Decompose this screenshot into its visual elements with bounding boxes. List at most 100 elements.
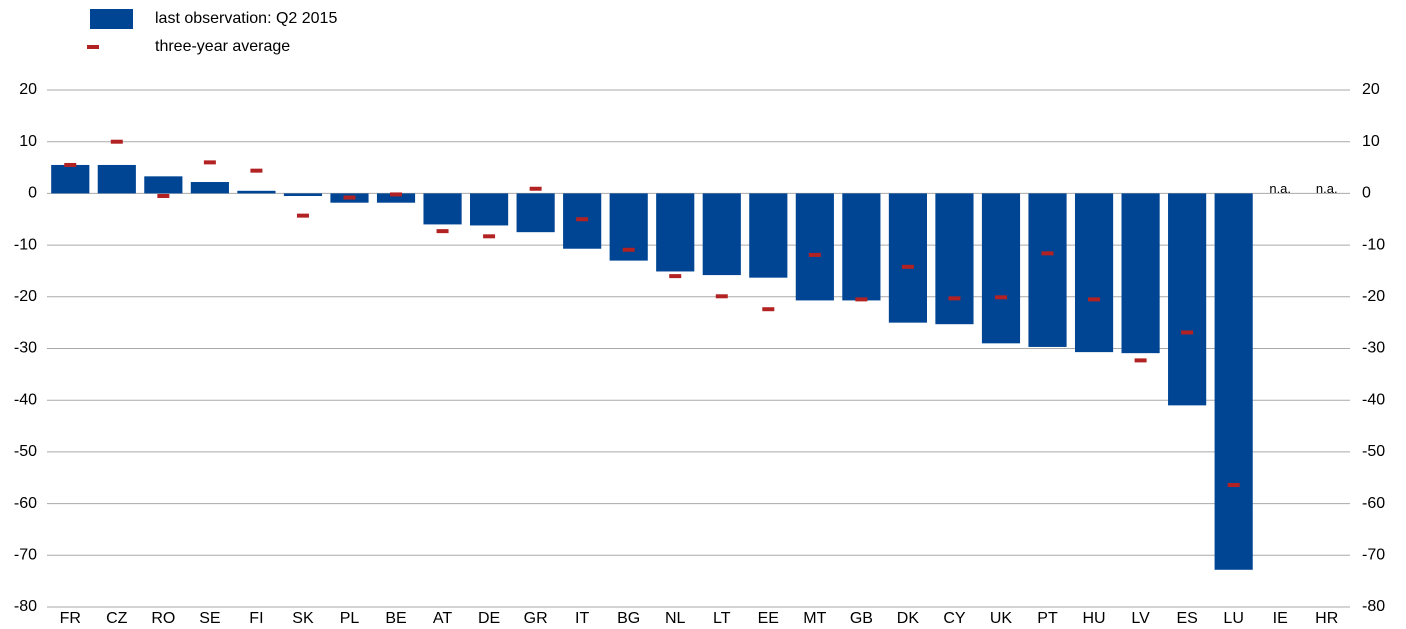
average-marker xyxy=(110,139,123,144)
bar xyxy=(749,193,788,278)
x-tick-label: HU xyxy=(1082,610,1105,627)
x-tick-label: FI xyxy=(249,610,263,627)
y-tick-label: 20 xyxy=(19,81,37,98)
average-marker xyxy=(529,186,542,191)
annotation: n.a. xyxy=(1316,181,1338,196)
average-marker xyxy=(296,213,309,218)
average-marker xyxy=(250,168,263,173)
bar xyxy=(283,193,323,196)
bar xyxy=(1028,193,1067,347)
y2-tick-label: -60 xyxy=(1362,495,1385,512)
y2-tick-label: -70 xyxy=(1362,547,1385,564)
x-tick-label: CY xyxy=(943,610,966,627)
y2-tick-label: -40 xyxy=(1362,391,1385,408)
legend-label: three-year average xyxy=(155,38,290,55)
legend-swatch xyxy=(87,45,99,49)
x-tick-label: FR xyxy=(60,610,81,627)
average-marker xyxy=(808,252,821,257)
y2-tick-label: -50 xyxy=(1362,443,1385,460)
bar xyxy=(842,193,881,301)
x-tick-label: LU xyxy=(1223,610,1243,627)
bar xyxy=(935,193,974,325)
average-marker xyxy=(436,229,449,234)
average-marker xyxy=(1041,251,1054,256)
bar xyxy=(190,182,229,194)
average-marker xyxy=(1181,330,1194,335)
bar xyxy=(470,193,509,226)
x-tick-label: GB xyxy=(850,610,873,627)
legend-label: last observation: Q2 2015 xyxy=(155,10,337,27)
bar xyxy=(1214,193,1253,570)
x-tick-label: BE xyxy=(385,610,406,627)
average-marker xyxy=(948,296,961,301)
bar xyxy=(888,193,927,323)
bar xyxy=(144,176,183,194)
y-tick-label: -40 xyxy=(14,391,37,408)
bar xyxy=(51,164,90,194)
y-tick-label: -10 xyxy=(14,236,37,253)
average-marker xyxy=(1227,482,1240,487)
legend-swatch xyxy=(90,9,133,29)
y-tick-label: -50 xyxy=(14,443,37,460)
x-tick-label: HR xyxy=(1315,610,1338,627)
average-marker xyxy=(483,234,496,239)
y-tick-label: 0 xyxy=(28,185,37,202)
bar xyxy=(376,193,416,203)
bar xyxy=(656,193,695,272)
x-tick-label: AT xyxy=(433,610,452,627)
y2-tick-label: 0 xyxy=(1362,185,1371,202)
bar xyxy=(237,190,276,194)
annotation: n.a. xyxy=(1269,181,1291,196)
x-tick-label: UK xyxy=(990,610,1013,627)
x-tick-label: LV xyxy=(1131,610,1150,627)
bar xyxy=(516,193,555,233)
y-tick-label: -30 xyxy=(14,340,37,357)
x-tick-label: NL xyxy=(665,610,686,627)
y2-tick-label: 10 xyxy=(1362,133,1380,150)
y-tick-label: -20 xyxy=(14,288,37,305)
average-marker xyxy=(390,192,403,197)
x-tick-label: DK xyxy=(897,610,920,627)
y2-tick-label: 20 xyxy=(1362,81,1380,98)
x-tick-label: CZ xyxy=(106,610,128,627)
y-tick-label: -70 xyxy=(14,547,37,564)
average-marker xyxy=(855,297,868,302)
average-marker xyxy=(901,264,914,269)
bar xyxy=(97,164,136,194)
x-tick-label: IE xyxy=(1273,610,1288,627)
x-tick-label: BG xyxy=(617,610,640,627)
x-tick-label: SE xyxy=(199,610,220,627)
average-marker xyxy=(994,295,1007,300)
x-tick-label: DE xyxy=(478,610,500,627)
y-tick-label: -80 xyxy=(14,598,37,615)
bar xyxy=(1121,193,1160,354)
average-marker xyxy=(157,193,170,198)
bar xyxy=(795,193,834,301)
y2-tick-label: -30 xyxy=(1362,340,1385,357)
x-tick-label: GR xyxy=(524,610,548,627)
average-marker xyxy=(64,162,77,167)
bar xyxy=(981,193,1021,344)
x-tick-label: ES xyxy=(1176,610,1197,627)
x-tick-label: EE xyxy=(758,610,779,627)
average-marker xyxy=(669,274,682,279)
x-tick-label: LT xyxy=(713,610,731,627)
bar xyxy=(1168,193,1207,406)
y2-tick-label: -80 xyxy=(1362,598,1385,615)
average-marker xyxy=(203,160,216,165)
y2-tick-label: -20 xyxy=(1362,288,1385,305)
average-marker xyxy=(622,247,635,252)
average-marker xyxy=(715,294,728,299)
bar xyxy=(1074,193,1114,353)
x-tick-label: PL xyxy=(340,610,360,627)
y-tick-label: -60 xyxy=(14,495,37,512)
bar xyxy=(702,193,741,276)
x-tick-label: RO xyxy=(151,610,175,627)
average-marker xyxy=(1134,358,1147,363)
x-tick-label: SK xyxy=(292,610,314,627)
y-tick-label: 10 xyxy=(19,133,37,150)
average-marker xyxy=(1088,297,1101,302)
average-marker xyxy=(576,217,589,222)
average-marker xyxy=(762,307,775,312)
